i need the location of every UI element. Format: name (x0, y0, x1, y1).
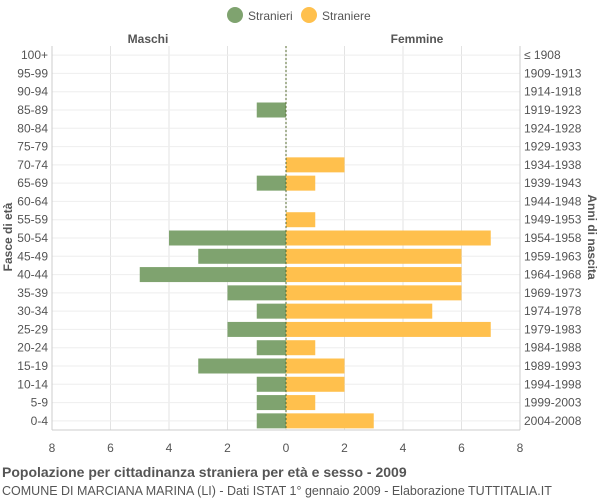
birth-year-label: 1929-1933 (524, 140, 582, 154)
birth-year-label: 1954-1958 (524, 231, 582, 245)
bar-stranieri (256, 175, 286, 191)
birth-year-label: 1919-1923 (524, 103, 582, 117)
age-group-label: 25-29 (17, 322, 48, 336)
y-axis-label-left: Fasce di età (1, 202, 15, 271)
age-group-label: 20-24 (17, 341, 48, 355)
birth-year-label: ≤ 1908 (524, 48, 561, 62)
bar-straniere (286, 267, 462, 283)
age-group-label: 0-4 (31, 414, 49, 428)
age-group-label: 85-89 (17, 103, 48, 117)
bar-stranieri (169, 230, 286, 246)
birth-year-label: 1949-1953 (524, 213, 582, 227)
birth-year-label: 1999-2003 (524, 396, 582, 410)
bars-layer (139, 46, 491, 430)
labels-layer: 8 6 4 2 0 2 4 6 8 100+ ≤ 1908 95-99 1909-1913 90-94 19… (17, 48, 581, 455)
age-group-label: 60-64 (17, 194, 48, 208)
bar-straniere (286, 212, 316, 228)
age-group-label: 50-54 (17, 231, 48, 245)
x-tick-label: 8 (49, 441, 56, 455)
bar-straniere (286, 413, 374, 429)
bar-stranieri (256, 395, 286, 411)
age-group-label: 100+ (21, 48, 48, 62)
age-group-label: 70-74 (17, 158, 48, 172)
birth-year-label: 1964-1968 (524, 268, 582, 282)
bar-stranieri (139, 267, 286, 283)
age-group-label: 55-59 (17, 213, 48, 227)
bar-straniere (286, 157, 345, 173)
age-group-label: 40-44 (17, 268, 48, 282)
legend: Stranieri Straniere (227, 7, 371, 23)
age-group-label: 90-94 (17, 85, 48, 99)
bar-straniere (286, 340, 316, 356)
birth-year-label: 1934-1938 (524, 158, 582, 172)
population-pyramid-chart: 8 6 4 2 0 2 4 6 8 100+ ≤ 1908 95-99 1909-1913 90-94 19… (1, 7, 599, 455)
age-group-label: 75-79 (17, 140, 48, 154)
age-group-label: 15-19 (17, 359, 48, 373)
x-tick-label: 2 (341, 441, 348, 455)
bar-stranieri (227, 285, 286, 301)
birth-year-label: 1984-1988 (524, 341, 582, 355)
header-maschi: Maschi (128, 32, 169, 46)
bar-straniere (286, 230, 491, 246)
birth-year-label: 1914-1918 (524, 85, 582, 99)
bar-straniere (286, 175, 316, 191)
x-tick-label: 6 (107, 441, 114, 455)
age-group-label: 30-34 (17, 304, 48, 318)
x-tick-label: 4 (400, 441, 407, 455)
age-group-label: 10-14 (17, 377, 48, 391)
bar-stranieri (198, 358, 286, 374)
birth-year-label: 1994-1998 (524, 377, 582, 391)
birth-year-label: 1974-1978 (524, 304, 582, 318)
bar-straniere (286, 376, 345, 392)
age-group-label: 35-39 (17, 286, 48, 300)
header-femmine: Femmine (391, 32, 444, 46)
birth-year-label: 1969-1973 (524, 286, 582, 300)
x-tick-label: 6 (458, 441, 465, 455)
birth-year-label: 1979-1983 (524, 322, 582, 336)
x-tick-label: 0 (283, 441, 290, 455)
birth-year-label: 1939-1943 (524, 176, 582, 190)
x-tick-label: 8 (517, 441, 524, 455)
birth-year-label: 1944-1948 (524, 194, 582, 208)
legend-swatch-straniere (301, 7, 317, 23)
chart-title: Popolazione per cittadinanza straniera p… (2, 464, 407, 480)
legend-swatch-stranieri (227, 7, 243, 23)
birth-year-label: 1959-1963 (524, 249, 582, 263)
legend-label-stranieri: Stranieri (248, 9, 293, 23)
bar-stranieri (256, 102, 286, 118)
bar-straniere (286, 321, 491, 337)
age-group-label: 80-84 (17, 121, 48, 135)
birth-year-label: 1989-1993 (524, 359, 582, 373)
legend-label-straniere: Straniere (322, 9, 371, 23)
chart-subtitle: COMUNE DI MARCIANA MARINA (LI) - Dati IS… (2, 484, 552, 498)
bar-straniere (286, 395, 316, 411)
bar-straniere (286, 248, 462, 264)
bar-straniere (286, 303, 433, 319)
birth-year-label: 1924-1928 (524, 121, 582, 135)
x-tick-label: 4 (166, 441, 173, 455)
bar-stranieri (227, 321, 286, 337)
x-tick-label: 2 (224, 441, 231, 455)
bar-stranieri (256, 303, 286, 319)
bar-stranieri (198, 248, 286, 264)
y-axis-label-right: Anni di nascita (585, 194, 599, 280)
bar-straniere (286, 358, 345, 374)
bar-stranieri (256, 340, 286, 356)
bar-stranieri (256, 413, 286, 429)
age-group-label: 65-69 (17, 176, 48, 190)
birth-year-label: 1909-1913 (524, 66, 582, 80)
age-group-label: 95-99 (17, 66, 48, 80)
age-group-label: 45-49 (17, 249, 48, 263)
bar-straniere (286, 285, 462, 301)
birth-year-label: 2004-2008 (524, 414, 582, 428)
bar-stranieri (256, 376, 286, 392)
age-group-label: 5-9 (31, 396, 49, 410)
